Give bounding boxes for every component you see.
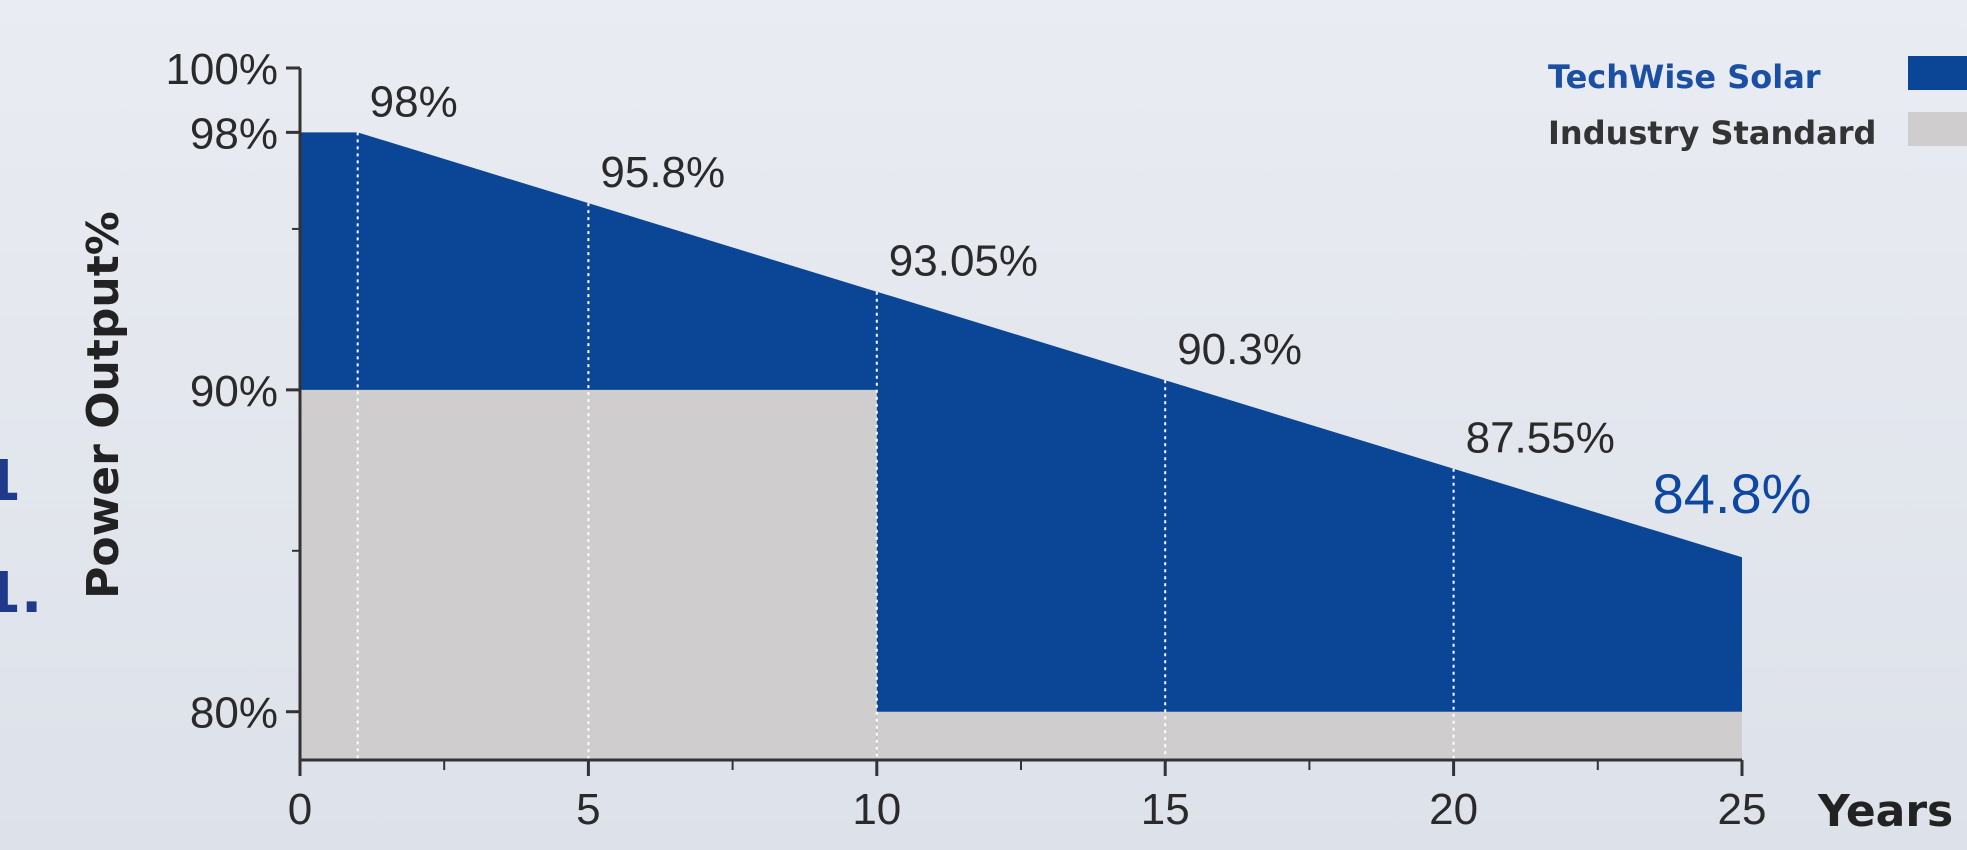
edge-glyph-2: 1.	[0, 561, 42, 626]
legend-swatch	[1908, 112, 1967, 146]
cut-off-edge-text: 1 1.	[0, 449, 42, 626]
legend-label: TechWise Solar	[1548, 58, 1821, 96]
data-label: 87.55%	[1466, 414, 1615, 463]
y-tick-label: 98%	[190, 109, 278, 158]
x-tick-label: 0	[288, 785, 312, 834]
chart-areas	[300, 132, 1742, 761]
year-marker-lines	[356, 132, 1455, 760]
data-labels: 98% 95.8% 93.05% 90.3% 87.55% 84.8%	[370, 77, 1812, 525]
x-tick-label: 15	[1141, 785, 1190, 834]
legend: TechWise Solar Industry Standard	[1548, 56, 1967, 152]
y-tick-label: 90%	[190, 367, 278, 416]
x-tick-label: 5	[576, 785, 600, 834]
x-tick-label: 20	[1429, 785, 1478, 834]
x-tick-label: 10	[852, 785, 901, 834]
y-axis-title: Power Output%	[78, 211, 129, 599]
y-tick-label: 100%	[165, 45, 278, 94]
data-label: 93.05%	[889, 237, 1038, 286]
data-label: 95.8%	[600, 148, 725, 197]
legend-label: Industry Standard	[1548, 114, 1876, 152]
axes: 80% 90% 98% 100% 0 5 10 15 20 25	[165, 45, 1766, 834]
data-label: 84.8%	[1653, 462, 1812, 525]
edge-glyph-1: 1	[0, 449, 21, 514]
data-label: 98%	[370, 77, 458, 126]
y-tick-label: 80%	[190, 689, 278, 738]
data-label: 90.3%	[1177, 325, 1302, 374]
legend-swatch	[1908, 56, 1967, 90]
series-step-industry-standard-1	[876, 711, 1742, 760]
x-axis-title: Years	[1817, 786, 1953, 837]
x-tick-label: 25	[1718, 785, 1767, 834]
